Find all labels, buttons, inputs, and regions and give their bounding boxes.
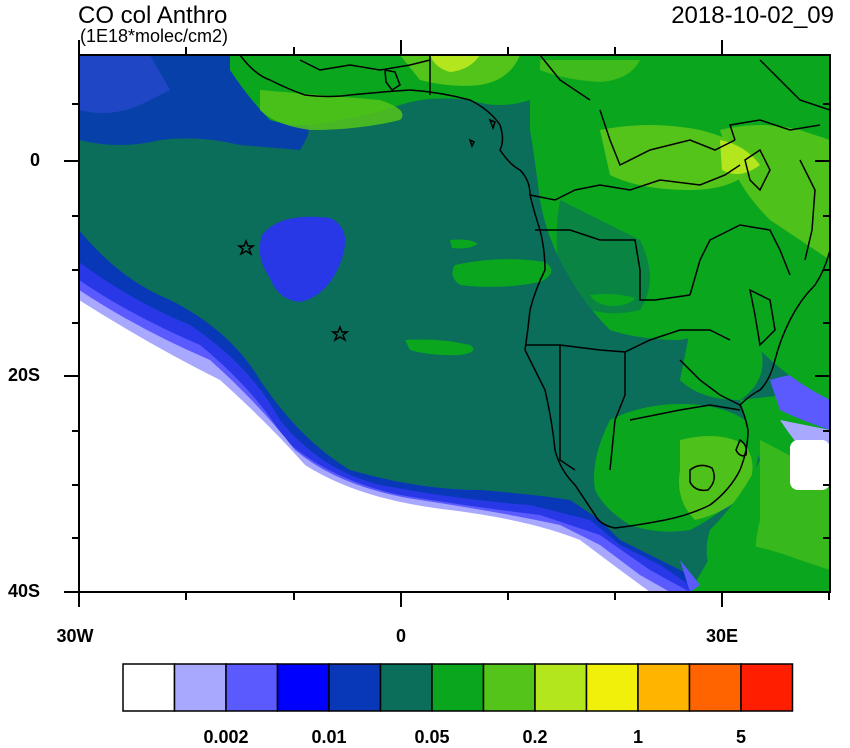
colorbar-label: 0.01	[311, 727, 347, 747]
colorbar-swatch	[740, 663, 794, 712]
colorbar-swatch	[122, 663, 176, 712]
y-tick-label: 20S	[7, 365, 40, 385]
colorbar-swatch	[585, 663, 639, 712]
colorbar-swatch	[637, 663, 691, 712]
colorbar-swatch	[225, 663, 279, 712]
map-title: CO col Anthro	[78, 2, 228, 29]
star-marker-1	[236, 238, 256, 256]
colorbar-swatch	[328, 663, 382, 712]
colorbar-swatch	[534, 663, 588, 712]
colorbar-swatch	[482, 663, 536, 712]
y-tick-label: 40S	[7, 581, 40, 601]
colorbar-swatch	[431, 663, 485, 712]
colorbar-label: 1	[632, 727, 643, 747]
axis-ticks	[64, 40, 830, 607]
map-timestamp: 2018-10-02_09	[671, 2, 834, 29]
star-marker-2	[330, 324, 350, 342]
colorbar-swatch	[276, 663, 330, 712]
colorbar-swatch	[379, 663, 433, 712]
colorbar-label: 0.002	[203, 727, 249, 747]
x-tick-label: 30W	[56, 626, 94, 646]
x-tick-label: 30E	[705, 626, 739, 646]
coastline-outlines	[239, 55, 830, 529]
colorbar-swatch	[688, 663, 742, 712]
colorbar-swatch	[173, 663, 227, 712]
colorbar-label: 5	[735, 727, 746, 747]
x-tick-label: 0	[395, 626, 406, 646]
colorbar-label: 0.05	[414, 727, 450, 747]
y-tick-label: 0	[29, 150, 40, 170]
colorbar	[122, 663, 794, 712]
colorbar-label: 0.2	[522, 727, 548, 747]
concentration-field	[79, 55, 830, 592]
map-units: (1E18*molec/cm2)	[80, 26, 229, 46]
